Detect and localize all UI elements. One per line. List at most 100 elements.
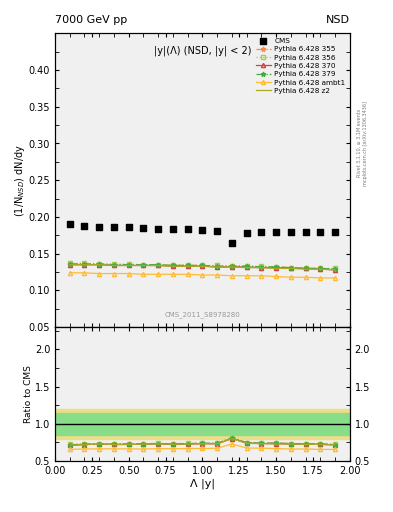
- Pythia 6.428 356: [97, 261, 101, 267]
- CMS: [199, 226, 206, 234]
- Pythia 6.428 z2: [171, 263, 175, 269]
- Pythia 6.428 370: [112, 263, 116, 269]
- Line: Pythia 6.428 z2: Pythia 6.428 z2: [70, 265, 335, 270]
- Pythia 6.428 379: [156, 262, 161, 268]
- Pythia 6.428 370: [215, 264, 220, 270]
- Pythia 6.428 355: [274, 264, 278, 270]
- Pythia 6.428 355: [127, 262, 131, 268]
- CMS: [140, 224, 147, 232]
- Pythia 6.428 356: [68, 260, 72, 266]
- CMS: [288, 228, 294, 237]
- Y-axis label: Ratio to CMS: Ratio to CMS: [24, 365, 33, 423]
- Pythia 6.428 379: [259, 264, 264, 270]
- Pythia 6.428 z2: [200, 263, 205, 269]
- Pythia 6.428 z2: [303, 266, 308, 272]
- Pythia 6.428 379: [171, 263, 175, 269]
- Pythia 6.428 355: [97, 261, 101, 267]
- X-axis label: Λ |y|: Λ |y|: [190, 478, 215, 489]
- Text: 7000 GeV pp: 7000 GeV pp: [55, 14, 127, 25]
- Pythia 6.428 355: [171, 263, 175, 269]
- Pythia 6.428 355: [230, 263, 234, 269]
- Pythia 6.428 370: [97, 262, 101, 268]
- Pythia 6.428 356: [215, 263, 220, 269]
- Pythia 6.428 356: [230, 263, 234, 269]
- Pythia 6.428 356: [274, 264, 278, 270]
- Pythia 6.428 z2: [318, 266, 323, 272]
- Pythia 6.428 ambt1: [171, 271, 175, 278]
- Pythia 6.428 355: [68, 261, 72, 267]
- Pythia 6.428 370: [318, 266, 323, 272]
- Line: Pythia 6.428 356: Pythia 6.428 356: [68, 261, 337, 270]
- Pythia 6.428 ambt1: [185, 271, 190, 278]
- Y-axis label: (1/N$_{NSD}$) dN/dy: (1/N$_{NSD}$) dN/dy: [13, 144, 27, 217]
- Pythia 6.428 356: [244, 263, 249, 269]
- Pythia 6.428 z2: [274, 265, 278, 271]
- Pythia 6.428 ambt1: [259, 273, 264, 279]
- Pythia 6.428 ambt1: [112, 270, 116, 276]
- Text: Rivet 3.1.10, ≥ 3.1M events: Rivet 3.1.10, ≥ 3.1M events: [357, 109, 362, 178]
- Pythia 6.428 370: [259, 265, 264, 271]
- Pythia 6.428 ambt1: [97, 270, 101, 276]
- Pythia 6.428 z2: [230, 264, 234, 270]
- Pythia 6.428 370: [156, 263, 161, 269]
- Pythia 6.428 ambt1: [318, 275, 323, 281]
- CMS: [185, 225, 191, 233]
- Pythia 6.428 370: [332, 267, 337, 273]
- Legend: CMS, Pythia 6.428 355, Pythia 6.428 356, Pythia 6.428 370, Pythia 6.428 379, Pyt: CMS, Pythia 6.428 355, Pythia 6.428 356,…: [253, 35, 348, 97]
- Pythia 6.428 355: [141, 262, 146, 268]
- Pythia 6.428 z2: [185, 263, 190, 269]
- Pythia 6.428 355: [156, 262, 161, 268]
- Text: NSD: NSD: [326, 14, 350, 25]
- Pythia 6.428 356: [112, 261, 116, 267]
- Pythia 6.428 356: [288, 265, 293, 271]
- CMS: [332, 228, 338, 237]
- Pythia 6.428 z2: [68, 262, 72, 268]
- Text: CMS_2011_S8978280: CMS_2011_S8978280: [165, 312, 240, 318]
- Pythia 6.428 355: [185, 263, 190, 269]
- Pythia 6.428 ambt1: [156, 271, 161, 278]
- Pythia 6.428 z2: [215, 264, 220, 270]
- Pythia 6.428 379: [68, 261, 72, 267]
- CMS: [317, 228, 323, 237]
- CMS: [303, 228, 309, 237]
- CMS: [67, 220, 73, 228]
- Pythia 6.428 370: [230, 264, 234, 270]
- CMS: [244, 229, 250, 237]
- Pythia 6.428 379: [185, 263, 190, 269]
- Pythia 6.428 356: [318, 265, 323, 271]
- Pythia 6.428 379: [127, 262, 131, 268]
- Pythia 6.428 356: [185, 262, 190, 268]
- Pythia 6.428 379: [215, 263, 220, 269]
- Pythia 6.428 355: [288, 265, 293, 271]
- Pythia 6.428 355: [200, 263, 205, 269]
- Pythia 6.428 ambt1: [244, 273, 249, 279]
- CMS: [126, 223, 132, 231]
- Pythia 6.428 355: [112, 262, 116, 268]
- Pythia 6.428 ambt1: [82, 270, 87, 276]
- Pythia 6.428 356: [82, 260, 87, 266]
- Pythia 6.428 355: [332, 266, 337, 272]
- Pythia 6.428 379: [274, 264, 278, 270]
- Pythia 6.428 356: [200, 263, 205, 269]
- Pythia 6.428 355: [303, 265, 308, 271]
- CMS: [170, 225, 176, 233]
- Pythia 6.428 ambt1: [68, 270, 72, 276]
- Pythia 6.428 355: [215, 263, 220, 269]
- Pythia 6.428 356: [141, 262, 146, 268]
- Line: Pythia 6.428 355: Pythia 6.428 355: [67, 262, 338, 271]
- CMS: [258, 228, 264, 237]
- Pythia 6.428 ambt1: [230, 273, 234, 279]
- Pythia 6.428 ambt1: [303, 274, 308, 280]
- Pythia 6.428 z2: [332, 267, 337, 273]
- CMS: [96, 223, 102, 231]
- Pythia 6.428 z2: [156, 263, 161, 269]
- Text: |y|(Λ) (NSD, |y| < 2): |y|(Λ) (NSD, |y| < 2): [154, 45, 251, 55]
- Pythia 6.428 356: [171, 262, 175, 268]
- Pythia 6.428 370: [185, 263, 190, 269]
- Pythia 6.428 370: [274, 265, 278, 271]
- Pythia 6.428 z2: [259, 265, 264, 271]
- Pythia 6.428 ambt1: [274, 273, 278, 280]
- Pythia 6.428 370: [127, 263, 131, 269]
- Pythia 6.428 379: [82, 261, 87, 267]
- Pythia 6.428 z2: [244, 265, 249, 271]
